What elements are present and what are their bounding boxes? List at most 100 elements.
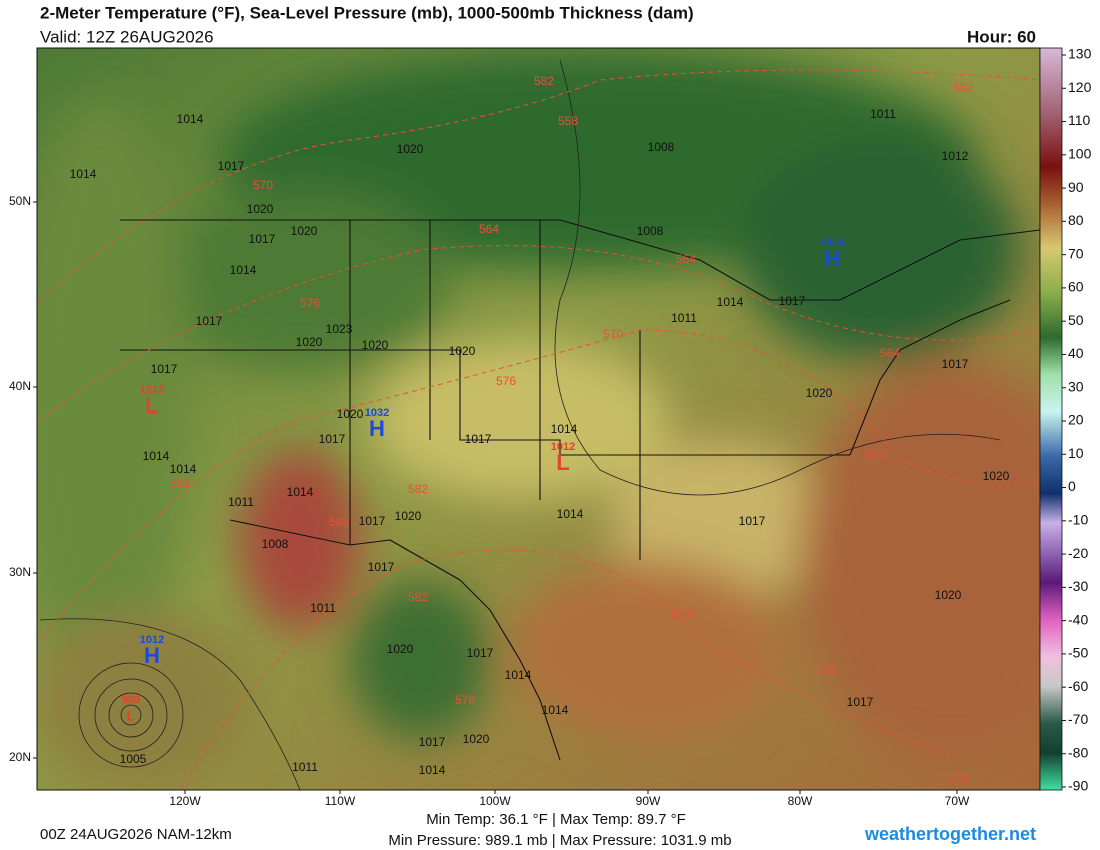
isobar-label: 1020 <box>362 338 389 352</box>
borders <box>120 219 1040 761</box>
thickness-label: 570 <box>603 327 623 341</box>
thickness-label: 570 <box>253 178 273 192</box>
isobar-label: 1014 <box>70 167 97 181</box>
isobar-label: 1011 <box>228 495 254 509</box>
isobar-label: 1017 <box>739 514 766 528</box>
thickness-label: 576 <box>455 693 475 707</box>
isobar-label: 1011 <box>292 760 318 774</box>
map-axes: 50N 40N 30N 20N 120W 110W 100W 90W 80W 70W <box>9 194 970 808</box>
isobar-label: 1020 <box>291 224 318 238</box>
isobar-label: 1023 <box>326 322 353 336</box>
isobar-label: 1014 <box>143 449 170 463</box>
thickness-label: 564 <box>880 346 900 360</box>
isobar-label: 1020 <box>387 642 414 656</box>
isobar-label: 1020 <box>935 588 962 602</box>
isobar-label: 1020 <box>449 344 476 358</box>
colorbar-label: -10 <box>1068 512 1088 528</box>
isobar-label: 1014 <box>177 112 204 126</box>
isobars <box>39 59 1001 790</box>
center-letter: L <box>556 450 569 475</box>
map-labels: 1019H1032H1012H1013L1012L989L10141017101… <box>70 74 1010 786</box>
thickness-label: 558 <box>558 114 578 128</box>
isobar-label: 1017 <box>196 314 223 328</box>
isobar-label: 1020 <box>806 386 833 400</box>
temp-range: Min Temp: 36.1 °F | Max Temp: 89.7 °F <box>426 811 686 828</box>
lon-label: 70W <box>945 794 970 808</box>
colorbar <box>1039 47 1063 791</box>
colorbar-label: -90 <box>1068 778 1088 794</box>
site-credit: weathertogether.net <box>864 824 1036 844</box>
colorbar-label: 10 <box>1068 445 1084 461</box>
isobar-label: 1014 <box>557 507 584 521</box>
isobar-label: 1020 <box>395 509 422 523</box>
colorbar-label: 60 <box>1068 279 1084 295</box>
thickness-label: 564 <box>676 252 696 266</box>
isobar-label: 1017 <box>319 432 346 446</box>
colorbar-label: 20 <box>1068 412 1084 428</box>
thickness-label: 582 <box>170 476 190 490</box>
thickness-label: 564 <box>479 222 499 236</box>
map: 1019H1032H1012H1013L1012L989L10141017101… <box>37 48 1040 790</box>
lat-label: 20N <box>9 750 31 764</box>
lon-label: 100W <box>479 794 511 808</box>
isobar-label: 1014 <box>170 462 197 476</box>
isobar-label: 1008 <box>262 537 289 551</box>
pressure-range: Min Pressure: 989.1 mb | Max Pressure: 1… <box>388 832 731 849</box>
isobar-label: 1017 <box>151 362 178 376</box>
colorbar-ticks: 1301201101009080706050403020100-10-20-30… <box>1062 46 1092 794</box>
isobar-label: 1017 <box>419 735 446 749</box>
colorbar-label: -80 <box>1068 744 1088 760</box>
colorbar-label: -30 <box>1068 578 1088 594</box>
thickness-label: 582 <box>408 590 428 604</box>
center-value: 1012 <box>140 634 164 646</box>
lon-label: 90W <box>636 794 661 808</box>
thickness-label: 576 <box>300 296 320 310</box>
thickness-label: 576 <box>496 374 516 388</box>
colorbar-label: -50 <box>1068 645 1088 661</box>
lat-label: 40N <box>9 379 31 393</box>
thickness-label: 582 <box>816 662 836 676</box>
colorbar-label: 110 <box>1068 112 1091 128</box>
lon-label: 110W <box>325 794 356 808</box>
isobar-label: 1008 <box>637 224 664 238</box>
isobar-label: 1008 <box>648 140 675 154</box>
isobar-label: 1017 <box>465 432 492 446</box>
isobar-label: 1014 <box>287 485 314 499</box>
thickness-label: 582 <box>953 80 973 94</box>
colorbar-label: -40 <box>1068 611 1088 627</box>
isobar-label: 1011 <box>870 107 896 121</box>
colorbar-label: 50 <box>1068 312 1084 328</box>
isobar-label: 1017 <box>942 357 969 371</box>
thickness-label: 576 <box>673 607 693 621</box>
isobar-label: 1014 <box>551 422 578 436</box>
colorbar-label: -70 <box>1068 711 1088 727</box>
forecast-hour: Hour: 60 <box>967 27 1036 46</box>
colorbar-label: 80 <box>1068 212 1084 228</box>
thickness-label: 576 <box>948 772 968 786</box>
center-value: 1012 <box>551 441 575 453</box>
isobar-label: 1011 <box>671 311 697 325</box>
lat-label: 50N <box>9 194 31 208</box>
lat-label: 30N <box>9 565 31 579</box>
colorbar-label: -20 <box>1068 545 1088 561</box>
center-letter: H <box>824 246 840 271</box>
colorbar-label: 130 <box>1068 46 1092 62</box>
isobar-label: 1020 <box>337 407 364 421</box>
isobar-label: 1017 <box>249 232 276 246</box>
thickness-label: 582 <box>408 482 428 496</box>
colorbar-label: 30 <box>1068 378 1084 394</box>
colorbar-label: 0 <box>1068 478 1076 494</box>
center-value: 989 <box>122 694 140 706</box>
temperature-field <box>37 50 1040 790</box>
colorbar-label: 70 <box>1068 245 1084 261</box>
isobar-label: 1017 <box>779 294 806 308</box>
colorbar-label: 120 <box>1068 79 1092 95</box>
isobar-label: 1020 <box>463 732 490 746</box>
thickness-contours <box>39 69 1040 790</box>
thickness-label: 588 <box>329 515 349 529</box>
center-value: 1019 <box>820 237 844 249</box>
isobar-label: 1014 <box>419 763 446 777</box>
isobar-label: 1012 <box>942 149 969 163</box>
isobar-label: 1020 <box>247 202 274 216</box>
